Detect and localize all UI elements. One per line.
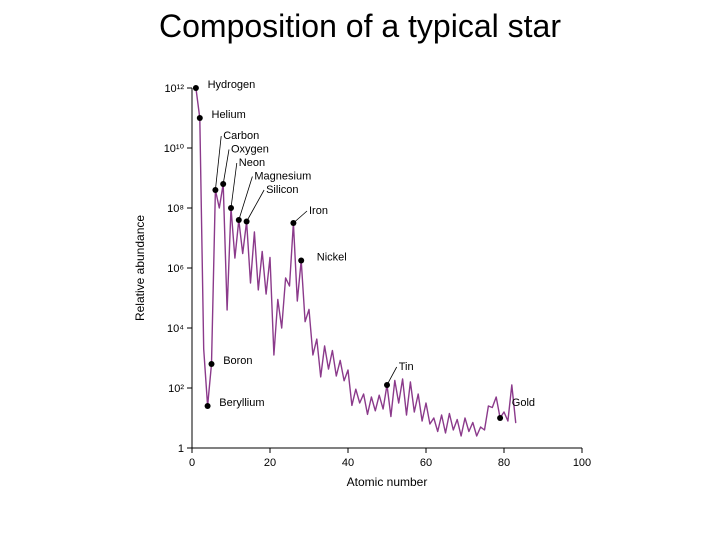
slide: Composition of a typical star 0 20 40 60 80 1… xyxy=(0,0,720,540)
element-label: Oxygen xyxy=(231,144,269,156)
element-label: Neon xyxy=(239,157,265,169)
x-tick-label: 100 xyxy=(573,457,591,469)
element-marker xyxy=(298,258,304,264)
element-label: Beryllium xyxy=(219,397,264,409)
element-label: Tin xyxy=(399,361,414,373)
callout-leader xyxy=(247,190,265,222)
y-tick-label: 10⁴ xyxy=(167,323,184,335)
chart-svg: 0 20 40 60 80 100 1 10² 10⁴ 10⁶ 10⁸ 10¹⁰ 10¹² Atomic … xyxy=(130,70,600,500)
element-marker xyxy=(197,115,203,121)
x-tick-label: 60 xyxy=(420,457,432,469)
x-tick-label: 80 xyxy=(498,457,510,469)
element-marker xyxy=(497,415,503,421)
element-label: Iron xyxy=(309,205,328,217)
x-axis-label: Atomic number xyxy=(347,475,428,489)
element-marker xyxy=(205,403,211,409)
y-tick-label: 10² xyxy=(168,383,184,395)
element-marker xyxy=(209,361,215,367)
x-tick-label: 20 xyxy=(264,457,276,469)
x-tick-label: 40 xyxy=(342,457,354,469)
callout-leader xyxy=(239,177,253,221)
element-label: Helium xyxy=(212,109,246,121)
y-tick-label: 10⁶ xyxy=(167,263,184,275)
element-label: Nickel xyxy=(317,252,347,264)
y-axis-label: Relative abundance xyxy=(133,215,147,321)
callout-leader xyxy=(293,211,307,223)
callout-leader xyxy=(223,150,229,185)
abundance-chart: 0 20 40 60 80 100 1 10² 10⁴ 10⁶ 10⁸ 10¹⁰ 10¹² Atomic … xyxy=(130,70,600,500)
element-label: Gold xyxy=(512,397,535,409)
element-label: Carbon xyxy=(223,130,259,142)
y-tick-label: 10¹² xyxy=(164,83,184,95)
element-label: Boron xyxy=(223,355,252,367)
x-tick-label: 0 xyxy=(189,457,195,469)
page-title: Composition of a typical star xyxy=(0,8,720,45)
element-label: Silicon xyxy=(266,184,298,196)
y-tick-label: 1 xyxy=(178,443,184,455)
element-marker xyxy=(193,85,199,91)
y-tick-label: 10⁸ xyxy=(167,203,184,215)
callout-leader xyxy=(215,136,221,190)
y-tick-label: 10¹⁰ xyxy=(164,143,185,155)
element-label: Magnesium xyxy=(254,171,311,183)
callout-leader xyxy=(231,163,237,208)
element-label: Hydrogen xyxy=(208,79,256,91)
